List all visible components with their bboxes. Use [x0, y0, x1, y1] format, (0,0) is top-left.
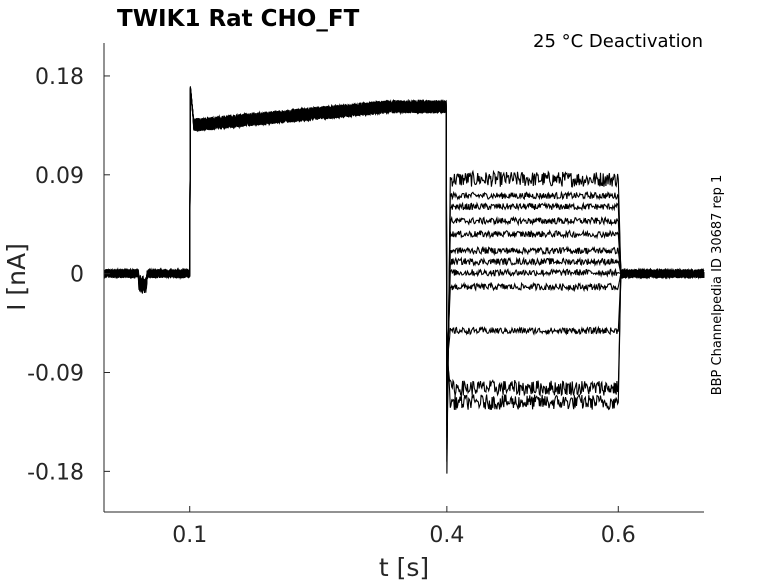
y-tick-label: 0: [70, 263, 84, 288]
chart-title: TWIK1 Rat CHO_FT: [117, 6, 360, 32]
side-note: BBP Channelpedia ID 30687 rep 1: [710, 175, 725, 396]
x-tick-label: 0.1: [172, 523, 207, 548]
y-tick-label: 0.18: [35, 65, 84, 90]
x-tick-label: 0.6: [601, 523, 636, 548]
current-trace-12: [103, 89, 705, 411]
y-axis-label: I [nA]: [2, 243, 31, 311]
y-tick-label: -0.09: [27, 362, 84, 387]
x-tick-label: 0.4: [429, 523, 464, 548]
ticks: 0.1 0.4 0.6 0.18 0.09 0 -0.09 -0.18: [27, 65, 636, 548]
traces: [103, 86, 705, 474]
condition-label: 25 °C Deactivation: [533, 31, 703, 52]
y-tick-label: 0.09: [35, 164, 84, 189]
axes: [103, 43, 704, 513]
y-tick-label: -0.18: [27, 460, 84, 485]
current-trace-10: [103, 86, 705, 366]
x-axis-label: t [s]: [379, 553, 429, 582]
